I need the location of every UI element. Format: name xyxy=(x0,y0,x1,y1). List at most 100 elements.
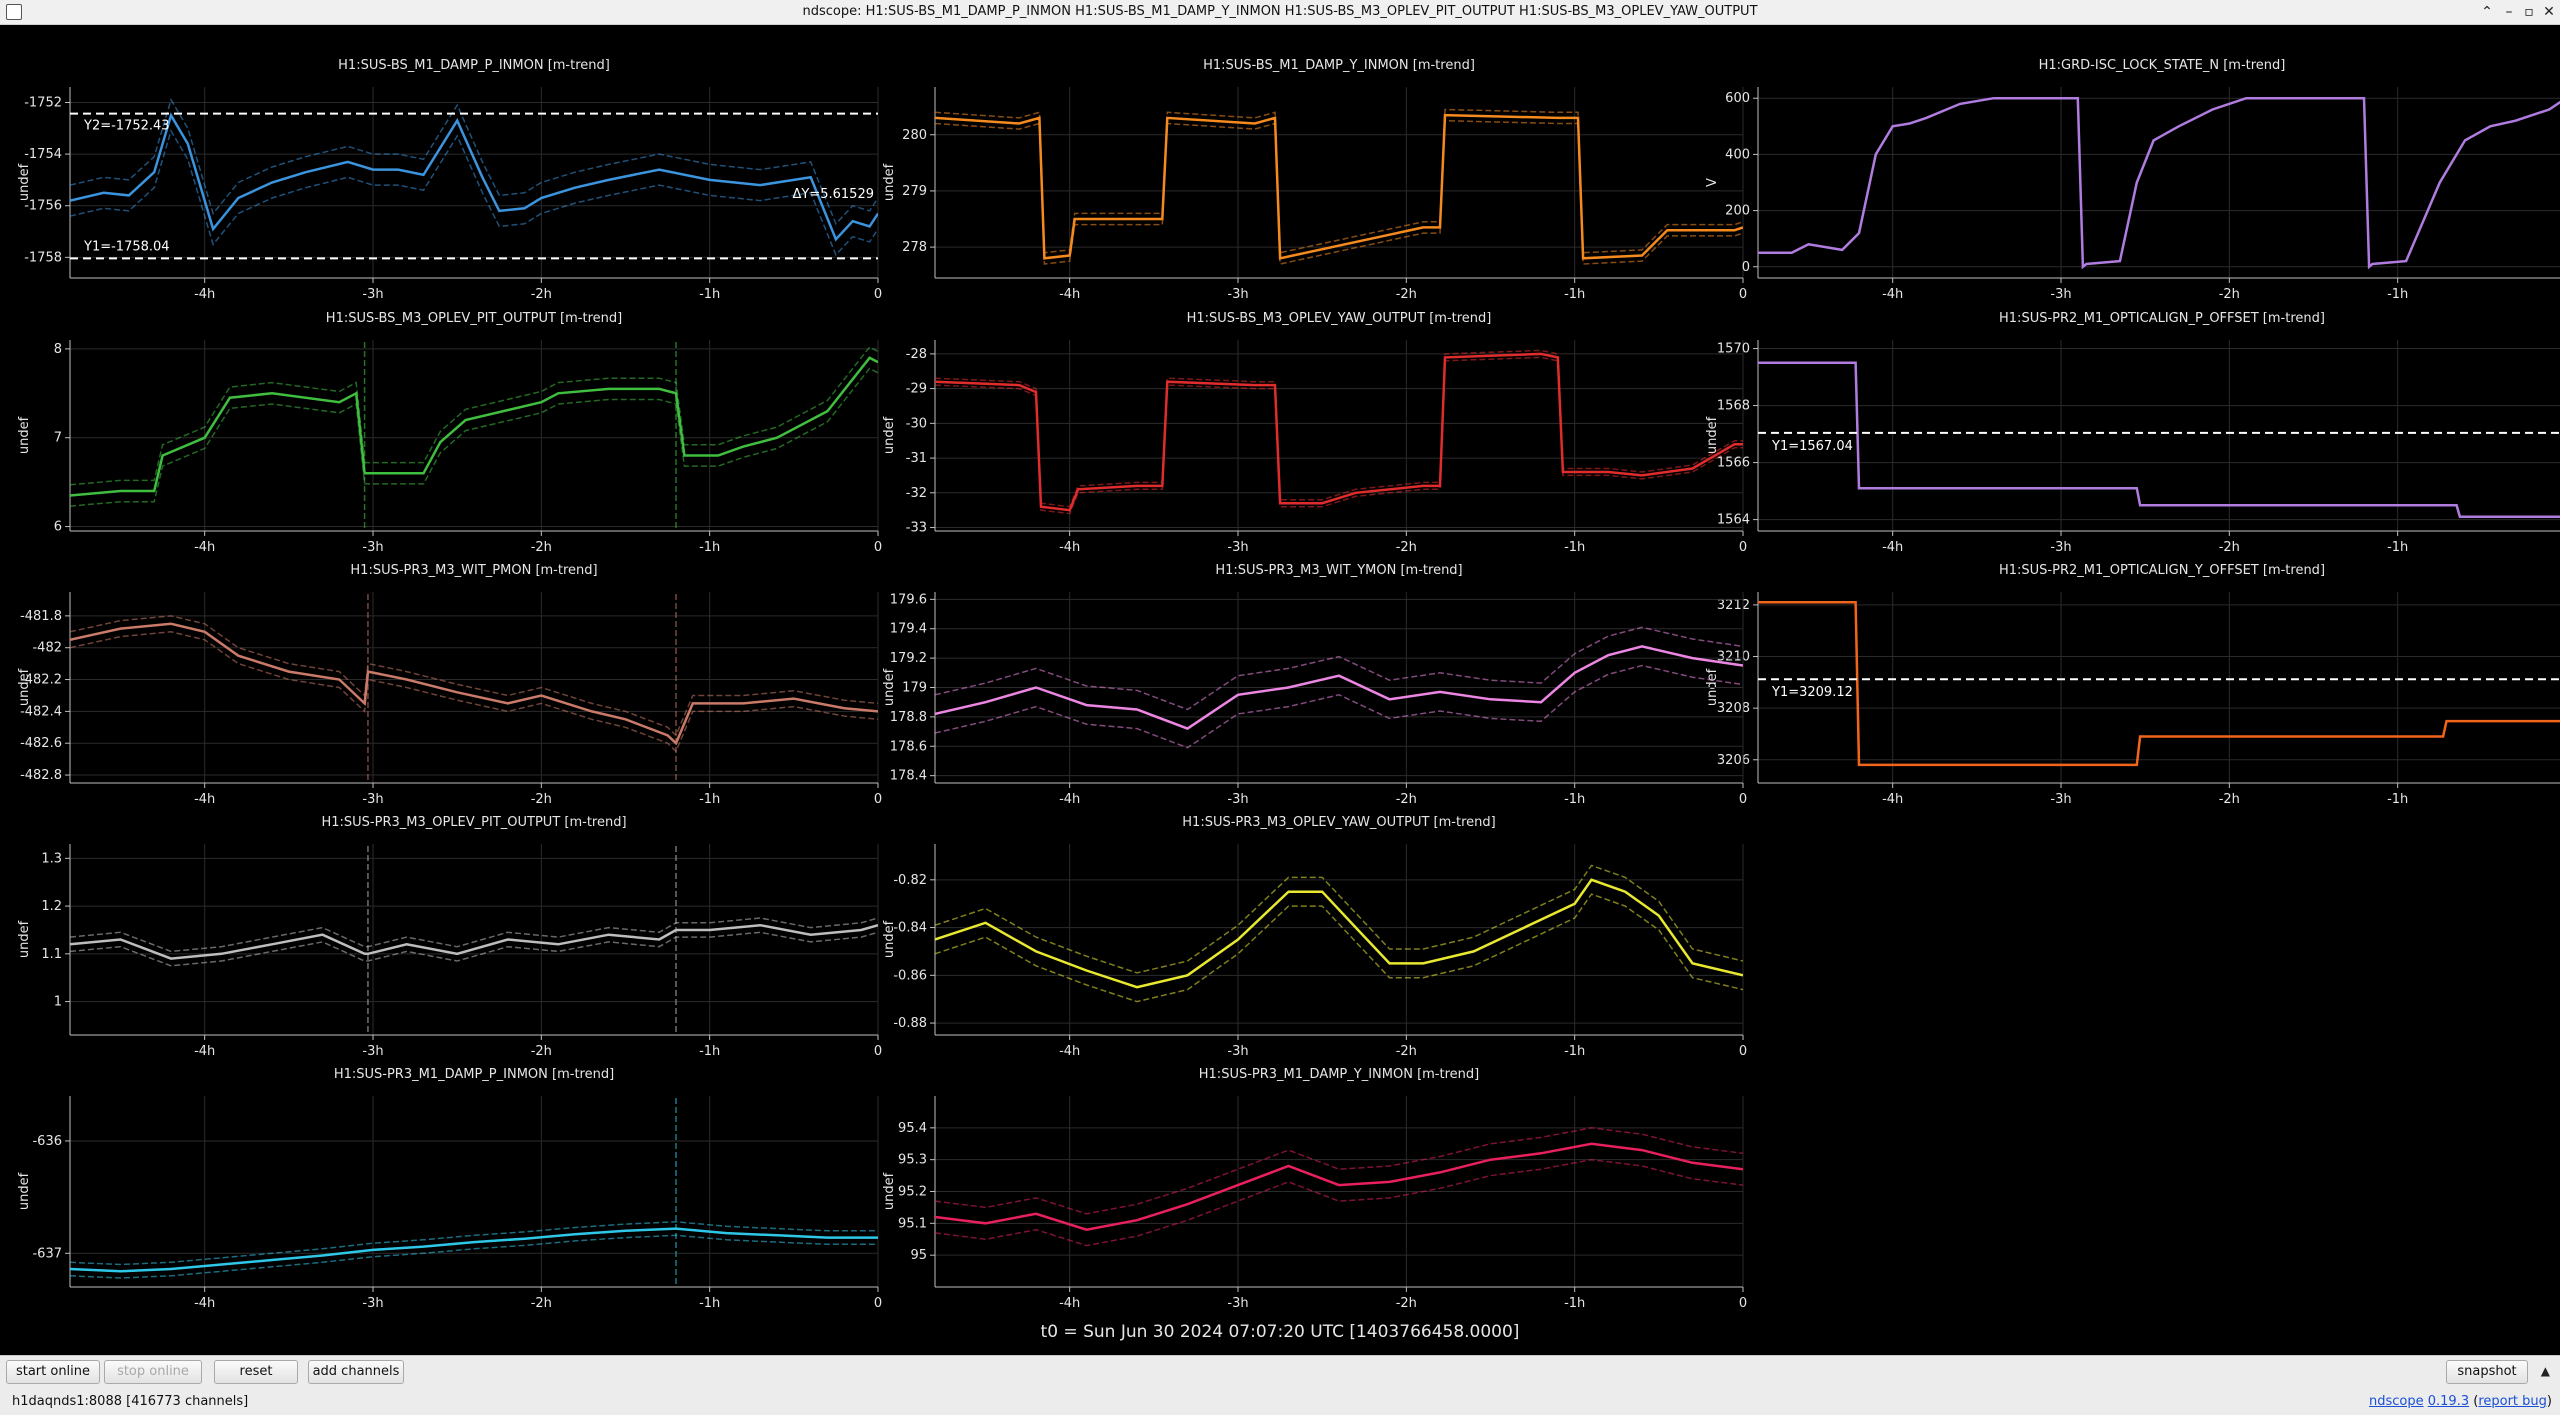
x-tick-label: -2h xyxy=(1396,792,1417,807)
series-max-line xyxy=(935,108,1743,254)
channel-count: [416773 channels] xyxy=(126,1394,249,1409)
y-tick-label: -28 xyxy=(906,347,927,362)
x-tick-label: -3h xyxy=(362,287,383,302)
maximize-icon[interactable]: ▫ xyxy=(2524,4,2534,20)
plot-panel[interactable]: H1:SUS-PR2_M1_OPTICALIGN_P_OFFSET [m-tre… xyxy=(1705,311,2560,555)
plot-panel[interactable]: H1:SUS-PR2_M1_OPTICALIGN_Y_OFFSET [m-tre… xyxy=(1705,563,2560,807)
y-tick-label: 179.2 xyxy=(890,651,927,666)
plot-panel[interactable]: H1:SUS-PR3_M1_DAMP_P_INMON [m-trend] -4h -… xyxy=(17,1067,882,1311)
series-min-line xyxy=(935,356,1743,515)
y-tick-label: -33 xyxy=(906,521,927,536)
x-tick-label: -2h xyxy=(1396,540,1417,555)
minimize-icon[interactable]: – xyxy=(2505,4,2513,20)
series-min-line xyxy=(935,893,1743,1003)
y-tick-label: 178.8 xyxy=(890,710,927,725)
y-tick-label: 95.2 xyxy=(898,1185,927,1200)
control-bar: start online stop online reset add chann… xyxy=(0,1355,2560,1389)
x-tick-label: -4h xyxy=(194,792,215,807)
x-tick-label: -3h xyxy=(2050,792,2071,807)
x-tick-label: -4h xyxy=(194,1044,215,1059)
x-tick-label: -1h xyxy=(699,287,720,302)
y-tick-label: -30 xyxy=(906,416,927,431)
delta-y-label: ΔY=5.61529 xyxy=(793,187,875,202)
series-min-line xyxy=(935,664,1743,749)
y-tick-label: 1566 xyxy=(1717,456,1750,471)
y-tick-label: 7 xyxy=(54,431,62,446)
y-tick-label: 1564 xyxy=(1717,513,1750,528)
plot-panel[interactable]: H1:SUS-BS_M3_OPLEV_PIT_OUTPUT [m-trend] -… xyxy=(17,311,882,555)
y-tick-label: 179 xyxy=(902,681,927,696)
y-tick-label: -29 xyxy=(906,382,927,397)
plot-panel[interactable]: H1:SUS-BS_M1_DAMP_P_INMON [m-trend] -4h -3… xyxy=(17,58,882,302)
plot-panel[interactable]: H1:SUS-PR3_M3_WIT_YMON [m-trend] -4h -3h -2… xyxy=(882,563,1747,807)
x-tick-label: -4h xyxy=(1882,540,1903,555)
y-axis-label: undef xyxy=(17,920,32,958)
x-tick-label: -3h xyxy=(1227,287,1248,302)
y-axis-label: V xyxy=(1705,178,1720,187)
x-tick-label: -3h xyxy=(362,1296,383,1311)
plot-panel[interactable]: H1:SUS-PR3_M3_OPLEV_PIT_OUTPUT [m-trend]… xyxy=(17,815,882,1059)
plot-panel[interactable]: H1:SUS-PR3_M3_WIT_PMON [m-trend] -4h -3h -2… xyxy=(17,563,882,807)
x-tick-label: -4h xyxy=(194,1296,215,1311)
x-tick-label: -3h xyxy=(362,1044,383,1059)
y-tick-label: 1.3 xyxy=(41,851,62,866)
x-tick-label: 0 xyxy=(1739,1044,1747,1059)
series-mean-line xyxy=(70,112,878,242)
status-bar: h1daqnds1:8088 [416773 channels] ndscope… xyxy=(0,1389,2560,1415)
series-mean-line xyxy=(70,622,878,746)
close-icon[interactable]: ✕ xyxy=(2543,4,2555,20)
x-tick-label: -1h xyxy=(2387,792,2408,807)
y-tick-label: 178.4 xyxy=(890,769,927,784)
series-min-line xyxy=(70,631,878,753)
y-tick-label: 179.6 xyxy=(890,592,927,607)
report-bug-link[interactable]: report bug xyxy=(2478,1394,2547,1409)
x-tick-label: -4h xyxy=(1882,287,1903,302)
y-tick-label: -636 xyxy=(32,1134,62,1149)
x-tick-label: -2h xyxy=(1396,1044,1417,1059)
plot-title: H1:GRD-ISC_LOCK_STATE_N [m-trend] xyxy=(2039,58,2286,73)
version-link[interactable]: 0.19.3 xyxy=(2427,1394,2470,1409)
app-icon xyxy=(6,4,22,20)
y-tick-label: 95 xyxy=(910,1248,927,1263)
plot-title: H1:SUS-PR3_M1_DAMP_Y_INMON [m-trend] xyxy=(1199,1067,1479,1082)
plot-panel[interactable]: H1:GRD-ISC_LOCK_STATE_N [m-trend] -4h -3h -… xyxy=(1705,58,2560,302)
plot-panel[interactable]: H1:SUS-BS_M1_DAMP_Y_INMON [m-trend] -4h -3… xyxy=(882,58,1747,302)
plot-panel[interactable]: H1:SUS-BS_M3_OPLEV_YAW_OUTPUT [m-trend] -… xyxy=(882,311,1747,555)
x-tick-label: -1h xyxy=(2387,287,2408,302)
stop-online-button[interactable]: stop online xyxy=(104,1360,202,1384)
series-group xyxy=(70,342,878,529)
y-tick-label: 200 xyxy=(1725,204,1750,219)
series-min-line xyxy=(70,931,878,967)
t0-label: t0 = Sun Jun 30 2024 07:07:20 UTC [14037… xyxy=(1040,1322,1520,1342)
plot-panel[interactable]: H1:SUS-PR3_M3_OPLEV_YAW_OUTPUT [m-trend]… xyxy=(882,815,1747,1059)
y-axis-label: undef xyxy=(1705,416,1720,454)
y-tick-label: 3208 xyxy=(1717,701,1750,716)
y-tick-label: -1756 xyxy=(24,199,62,214)
reset-button[interactable]: reset xyxy=(214,1360,298,1384)
snapshot-button[interactable]: snapshot xyxy=(2446,1360,2528,1384)
x-tick-label: -2h xyxy=(531,287,552,302)
x-tick-label: 0 xyxy=(874,1296,882,1311)
plots-canvas[interactable]: H1:SUS-BS_M1_DAMP_P_INMON [m-trend] -4h -3… xyxy=(0,25,2560,1325)
plot-panel[interactable]: H1:SUS-PR3_M1_DAMP_Y_INMON [m-trend] -4h -… xyxy=(882,1067,1747,1311)
add-channels-button[interactable]: add channels xyxy=(308,1360,404,1384)
y-tick-label: -482 xyxy=(32,641,62,656)
server-address: h1daqnds1:8088 xyxy=(12,1394,122,1409)
chevron-up-icon[interactable]: ▲ xyxy=(2540,1364,2550,1378)
y-tick-label: 8 xyxy=(54,342,62,357)
series-max-line xyxy=(935,349,1743,508)
plot-title: H1:SUS-PR3_M1_DAMP_P_INMON [m-trend] xyxy=(334,1067,614,1082)
y-tick-label: -31 xyxy=(906,451,927,466)
x-tick-label: -3h xyxy=(1227,792,1248,807)
plot-title: H1:SUS-PR3_M3_WIT_PMON [m-trend] xyxy=(350,563,597,578)
series-group xyxy=(935,108,1743,265)
series-group xyxy=(1758,96,2560,270)
x-tick-label: -2h xyxy=(1396,287,1417,302)
start-online-button[interactable]: start online xyxy=(6,1360,100,1384)
shade-icon[interactable]: ⌃ xyxy=(2481,4,2493,20)
y-tick-label: -1754 xyxy=(24,147,62,162)
x-tick-label: -1h xyxy=(2387,540,2408,555)
ndscope-link[interactable]: ndscope xyxy=(2368,1394,2424,1409)
y-axis-label: undef xyxy=(17,668,32,706)
y-axis-label: undef xyxy=(882,416,897,454)
